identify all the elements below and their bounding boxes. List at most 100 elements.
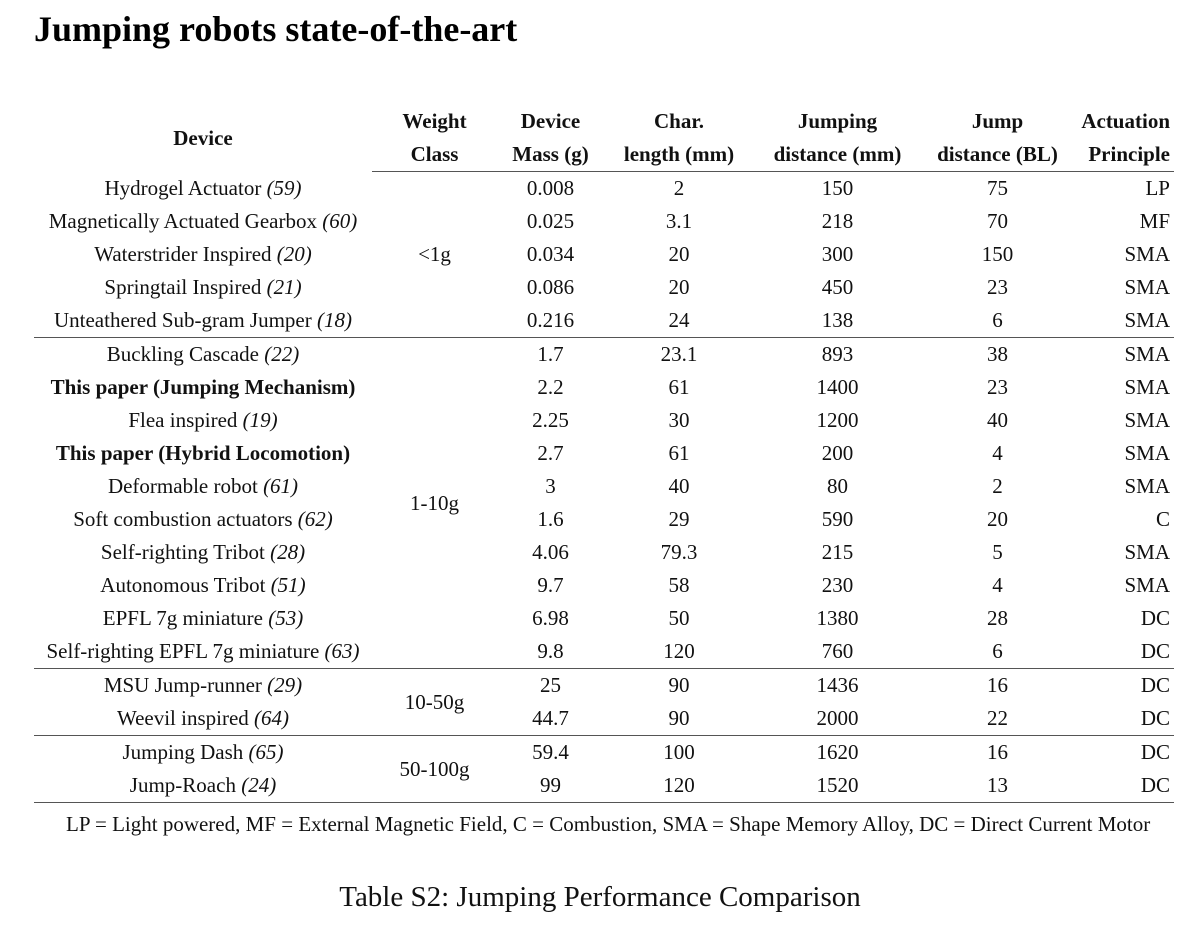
cell-distance-bl: 4 — [992, 441, 1003, 465]
cell-mass: 99 — [540, 773, 561, 797]
cell-weight-class: 1-10g — [372, 337, 497, 669]
cell-actuation: SMA — [1074, 337, 1174, 371]
cell-device: Unteathered Sub-gram Jumper (18) — [34, 304, 372, 338]
cell-distance-bl: 16 — [921, 735, 1074, 769]
device-reference: (65) — [248, 740, 284, 764]
cell-distance-bl: 20 — [987, 507, 1008, 531]
table-row: Deformable robot (61) 3 40 80 2 SMA — [34, 470, 1174, 503]
table-row: Self-righting EPFL 7g miniature (63) 9.8 1… — [34, 635, 1174, 669]
table-row: Springtail Inspired (21) 0.086 20 450 23 SMA — [34, 271, 1174, 304]
cell-length: 3.1 — [665, 209, 693, 233]
cell-actuation: SMA — [1124, 375, 1170, 399]
cell-mass: 1.6 — [537, 507, 564, 531]
device-reference: (53) — [268, 606, 304, 630]
table-row: This paper (Hybrid Locomotion) 2.7 61 200 4 S… — [34, 437, 1174, 470]
cell-actuation: SMA — [1124, 441, 1170, 465]
table-row: Waterstrider Inspired (20) 0.034 20 300 150 S… — [34, 238, 1174, 271]
cell-actuation: C — [1155, 507, 1170, 531]
cell-mass: 9.8 — [537, 639, 564, 663]
cell-actuation: SMA — [1124, 242, 1170, 266]
page-title: Jumping robots state-of-the-art — [34, 9, 518, 49]
device-reference: (62) — [297, 507, 333, 531]
cell-actuation: SMA — [1124, 308, 1170, 332]
table-row: Self-righting Tribot (28) 4.06 79.3 215 5 SMA — [34, 536, 1174, 569]
cell-length: 90 — [668, 706, 690, 730]
cell-weight-class: 10-50g — [372, 668, 497, 736]
cell-actuation: SMA — [1124, 474, 1170, 498]
cell-distance-bl: 13 — [987, 773, 1008, 797]
cell-device: Magnetically Actuated Gearbox (60) — [34, 205, 372, 238]
cell-device: Deformable robot (61) — [34, 470, 372, 503]
cell-length: 2 — [673, 176, 685, 200]
device-name: Magnetically Actuated Gearbox — [48, 209, 323, 233]
device-name: Flea inspired — [128, 408, 243, 432]
header-length-line2: length (mm) — [604, 138, 754, 172]
cell-length: 20 — [668, 275, 690, 299]
cell-length: 61 — [668, 441, 690, 465]
device-name: Deformable robot — [107, 474, 264, 498]
cell-device: Waterstrider Inspired (20) — [34, 238, 372, 271]
cell-actuation: DC — [1074, 668, 1174, 702]
device-reference: (19) — [242, 408, 278, 432]
cell-distance: 200 — [821, 441, 854, 465]
cell-length: 40 — [668, 474, 690, 498]
device-reference: (64) — [254, 706, 290, 730]
cell-length: 79.3 — [660, 540, 698, 564]
device-name: Autonomous Tribot — [100, 573, 271, 597]
cell-distance: 760 — [821, 639, 854, 663]
cell-mass: 0.008 — [526, 176, 575, 200]
device-name: Weevil inspired — [116, 706, 255, 730]
device-name: Jump-Roach — [129, 773, 242, 797]
cell-device: Self-righting EPFL 7g miniature (63) — [34, 635, 372, 669]
cell-device: This paper (Jumping Mechanism) — [34, 371, 372, 404]
device-reference: (63) — [324, 639, 360, 663]
cell-distance: 218 — [821, 209, 854, 233]
header-weight-class-line2: Class — [372, 138, 497, 172]
table-row: MSU Jump-runner (29) 10-50g 25 90 1436 16 DC — [34, 668, 1174, 736]
cell-length: 20 — [668, 242, 690, 266]
cell-mass: 44.7 — [532, 706, 569, 730]
cell-distance-bl: 75 — [987, 176, 1008, 200]
cell-actuation: LP — [1145, 176, 1170, 200]
table-caption: Table S2: Jumping Performance Comparison — [339, 881, 861, 913]
table-row: EPFL 7g miniature (53) 6.98 50 1380 28 DC — [34, 602, 1174, 635]
cell-device: Weevil inspired (64) — [34, 702, 372, 736]
cell-distance: 215 — [821, 540, 854, 564]
cell-mass: 0.216 — [526, 308, 575, 332]
cell-length: 61 — [668, 375, 690, 399]
cell-distance-bl: 2 — [992, 474, 1003, 498]
table-row: Buckling Cascade (22) 1-10g 1.7 23.1 893 38 SM… — [34, 337, 1174, 669]
cell-distance: 1520 — [816, 773, 859, 797]
cell-actuation: MF — [1139, 209, 1170, 233]
cell-weight-class: <1g — [418, 242, 451, 266]
header-mass-line1: Device — [520, 109, 581, 133]
device-reference: (22) — [264, 342, 300, 366]
header-bl-line2: distance (BL) — [921, 138, 1074, 172]
cell-actuation: DC — [1140, 706, 1170, 730]
device-name: Jumping Dash — [122, 740, 249, 764]
cell-mass: 0.086 — [526, 275, 575, 299]
cell-distance-bl: 150 — [981, 242, 1014, 266]
cell-length: 23.1 — [604, 337, 754, 371]
cell-actuation: SMA — [1124, 573, 1170, 597]
cell-mass: 0.034 — [526, 242, 575, 266]
device-name: Buckling Cascade — [106, 342, 265, 366]
device-reference: (61) — [263, 474, 299, 498]
cell-distance-bl: 23 — [987, 275, 1008, 299]
cell-actuation: SMA — [1124, 540, 1170, 564]
device-name: MSU Jump-runner — [103, 673, 268, 697]
cell-distance-bl: 70 — [987, 209, 1008, 233]
cell-distance: 1380 — [816, 606, 859, 630]
comparison-table: Device Weight Device Char. Jumping Jump … — [34, 105, 1174, 803]
cell-distance-bl: 40 — [987, 408, 1008, 432]
device-name: Self-righting EPFL 7g miniature — [46, 639, 325, 663]
table-row: Magnetically Actuated Gearbox (60) 0.025 3… — [34, 205, 1174, 238]
cell-device: This paper (Hybrid Locomotion) — [34, 437, 372, 470]
device-name: Springtail Inspired — [104, 275, 267, 299]
cell-distance-bl: 38 — [921, 337, 1074, 371]
cell-weight-class: 50-100g — [372, 735, 497, 803]
header-distance-line2: distance (mm) — [754, 138, 921, 172]
table-row: Unteathered Sub-gram Jumper (18) 0.216 24 1… — [34, 304, 1174, 338]
header-actuation-line1: Actuation — [1081, 109, 1170, 133]
cell-length: 120 — [663, 773, 695, 797]
